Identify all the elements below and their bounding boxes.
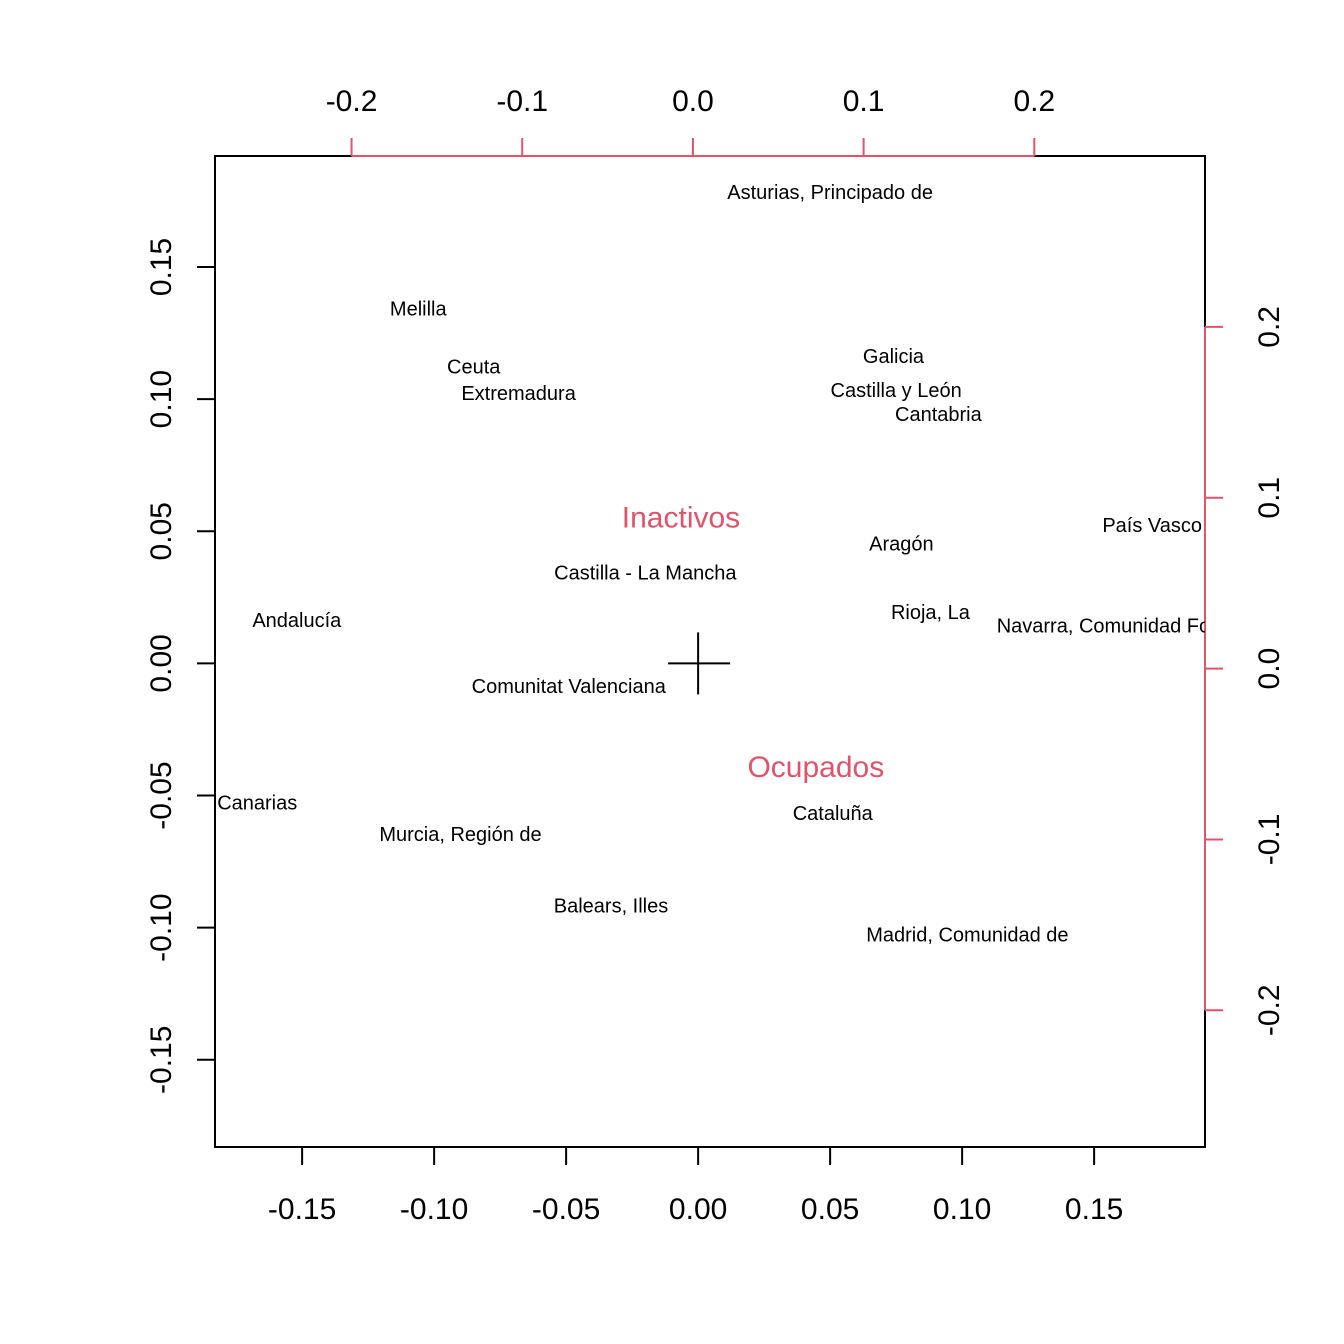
row-point-label: Cantabria <box>895 404 983 426</box>
left-axis: -0.15 -0.10 -0.05 0.00 0.05 0.10 0.15 <box>145 238 216 1094</box>
bottom-tick-label: 0.05 <box>801 1193 859 1226</box>
top-tick-label: -0.1 <box>496 85 548 118</box>
top-tick-label: 0.2 <box>1013 85 1055 118</box>
row-point-label: País Vasco <box>1102 515 1202 537</box>
row-point-label: Castilla - La Mancha <box>554 563 737 585</box>
left-tick-label: -0.15 <box>145 1026 178 1094</box>
row-point-label: Rioja, La <box>891 602 971 624</box>
row-point-label: Cataluña <box>793 803 874 825</box>
left-tick-label: 0.15 <box>145 238 178 296</box>
left-tick-label: -0.10 <box>145 893 178 961</box>
top-tick-label: -0.2 <box>326 85 378 118</box>
row-point-label: Canarias <box>217 792 297 814</box>
row-point-label: Aragón <box>869 533 934 555</box>
left-tick-label: 0.05 <box>145 502 178 560</box>
row-point-label: Galicia <box>863 346 925 368</box>
row-point-label: Comunitat Valenciana <box>472 676 667 698</box>
right-tick-label: 0.2 <box>1253 306 1286 348</box>
row-point-label: Andalucía <box>252 610 342 632</box>
point-labels: Asturias, Principado de Melilla Galicia Ceu… <box>217 182 1260 947</box>
top-axis: -0.2 -0.1 0.0 0.1 0.2 <box>326 85 1055 157</box>
left-tick-label: -0.05 <box>145 761 178 829</box>
column-point-label: Ocupados <box>747 751 884 784</box>
origin-cross-marker <box>668 632 731 695</box>
right-tick-label: 0.0 <box>1253 648 1286 690</box>
row-point-label: Madrid, Comunidad de <box>866 925 1068 947</box>
right-tick-label: 0.1 <box>1253 477 1286 519</box>
bottom-tick-label: -0.15 <box>268 1193 336 1226</box>
bottom-tick-label: 0.10 <box>933 1193 991 1226</box>
row-point-label: Castilla y León <box>831 380 962 402</box>
row-point-label: Navarra, Comunidad Foral de <box>997 615 1260 637</box>
row-point-label: Extremadura <box>461 383 576 405</box>
left-tick-label: 0.10 <box>145 370 178 428</box>
bottom-axis: -0.15 -0.10 -0.05 0.00 0.05 0.10 0.15 <box>268 1146 1123 1226</box>
bottom-tick-label: 0.15 <box>1065 1193 1123 1226</box>
left-tick-label: 0.00 <box>145 634 178 692</box>
row-point-label: Ceuta <box>447 356 501 378</box>
right-axis: -0.2 -0.1 0.0 0.1 0.2 <box>1204 306 1286 1036</box>
bottom-tick-label: -0.10 <box>400 1193 468 1226</box>
bottom-tick-label: -0.05 <box>532 1193 600 1226</box>
row-point-label: Asturias, Principado de <box>727 182 933 204</box>
top-tick-label: 0.0 <box>672 85 714 118</box>
right-tick-label: -0.1 <box>1253 814 1286 866</box>
row-point-label: Murcia, Región de <box>379 824 541 846</box>
bottom-tick-label: 0.00 <box>669 1193 727 1226</box>
row-point-label: Melilla <box>390 298 448 320</box>
top-tick-label: 0.1 <box>843 85 885 118</box>
row-point-label: Balears, Illes <box>554 896 669 918</box>
column-point-label: Inactivos <box>622 502 740 535</box>
plot-frame <box>214 155 1206 1148</box>
right-tick-label: -0.2 <box>1253 984 1286 1036</box>
